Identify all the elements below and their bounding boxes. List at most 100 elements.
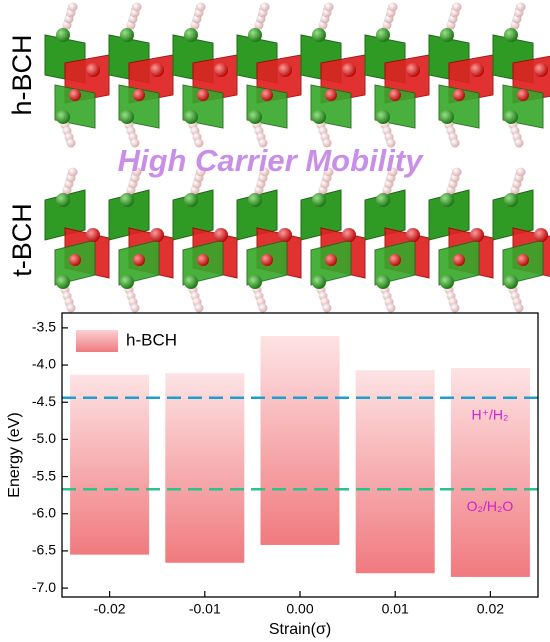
y-tick-label: -7.0 [32,579,56,595]
c-atom [504,275,518,289]
h-atom [258,138,268,148]
b-atom [214,228,228,242]
h-atom [68,167,78,177]
h-atom [388,167,398,177]
b-atom [342,228,356,242]
h-atom [260,167,270,177]
y-tick-label: -5.0 [32,430,56,446]
h-atom [130,138,140,148]
b-atom [517,254,529,266]
b-atom [69,254,81,266]
h-atom [386,303,396,313]
chart: h-BCH H⁺/H₂ O₂/H₂O -3.5 -4.0 -4.5 -5.0 -5.5 -6.0… [6,312,539,638]
green-slab [428,189,470,241]
b-atom [389,89,401,101]
green-slab [172,189,214,241]
c-atom [504,28,518,42]
h-atom [450,138,460,148]
c-atom [120,110,134,124]
x-tick-label: 0.00 [286,601,313,617]
b-atom [517,89,529,101]
c-atom [376,193,390,207]
c-atom [440,193,454,207]
c-atom [248,110,262,124]
c-atom [312,28,326,42]
structures [44,2,550,313]
h-atom [324,2,334,12]
bar [260,336,340,545]
b-atom [261,89,273,101]
c-atom [120,275,134,289]
x-tick-label: -0.01 [189,601,221,617]
c-atom [184,193,198,207]
y-tick-label: -6.5 [32,542,56,558]
c-atom [312,110,326,124]
c-atom [504,193,518,207]
h-atom [66,138,76,148]
b-atom [342,63,356,77]
b-atom [69,89,81,101]
y-tick-label: -3.5 [32,319,56,335]
h-atom [196,2,206,12]
h-atom [516,2,526,12]
h-atom [452,167,462,177]
b-atom [534,63,548,77]
c-atom [312,193,326,207]
c-atom [56,193,70,207]
bar [165,373,245,563]
y-tick-label: -6.0 [32,504,56,520]
c-atom [120,28,134,42]
b-atom [150,63,164,77]
c-atom [248,193,262,207]
h-atom [66,303,76,313]
legend-label: h-BCH [126,330,177,349]
c-atom [184,28,198,42]
x-tick-label: 0.01 [382,601,409,617]
x-axis-label: Strain(σ) [269,621,331,638]
c-atom [56,110,70,124]
green-slab [492,189,534,241]
b-atom [86,63,100,77]
h-atom [260,2,270,12]
b-atom [325,254,337,266]
b-atom [406,228,420,242]
legend-swatch [76,330,118,352]
b-atom [278,228,292,242]
c-atom [184,275,198,289]
h-atom [388,2,398,12]
b-atom [453,254,465,266]
b-atom [261,254,273,266]
c-atom [440,275,454,289]
y-tick-label: -4.5 [32,393,56,409]
c-atom [184,110,198,124]
c-atom [376,110,390,124]
b-atom [133,254,145,266]
h-atom [68,2,78,12]
b-atom [534,228,548,242]
green-slab [108,189,150,241]
c-atom [312,275,326,289]
y-axis-label: Energy (eV) [6,412,23,497]
b-atom [389,254,401,266]
structure-label: t-BCH [7,203,37,277]
c-atom [440,28,454,42]
c-atom [120,193,134,207]
caption: High Carrier Mobility [118,143,425,178]
h-atom [322,138,332,148]
c-atom [56,275,70,289]
h-atom [324,167,334,177]
b-atom [133,89,145,101]
c-atom [248,275,262,289]
c-atom [376,275,390,289]
h-atom [514,303,524,313]
h-atom [516,167,526,177]
y-tick-label: -5.5 [32,467,56,483]
h-atom [130,303,140,313]
reference-label: O₂/H₂O [467,498,514,514]
h-atom [194,303,204,313]
b-atom [150,228,164,242]
x-tick-label: -0.02 [94,601,126,617]
h-atom [322,303,332,313]
b-atom [453,89,465,101]
green-slab [44,189,86,241]
